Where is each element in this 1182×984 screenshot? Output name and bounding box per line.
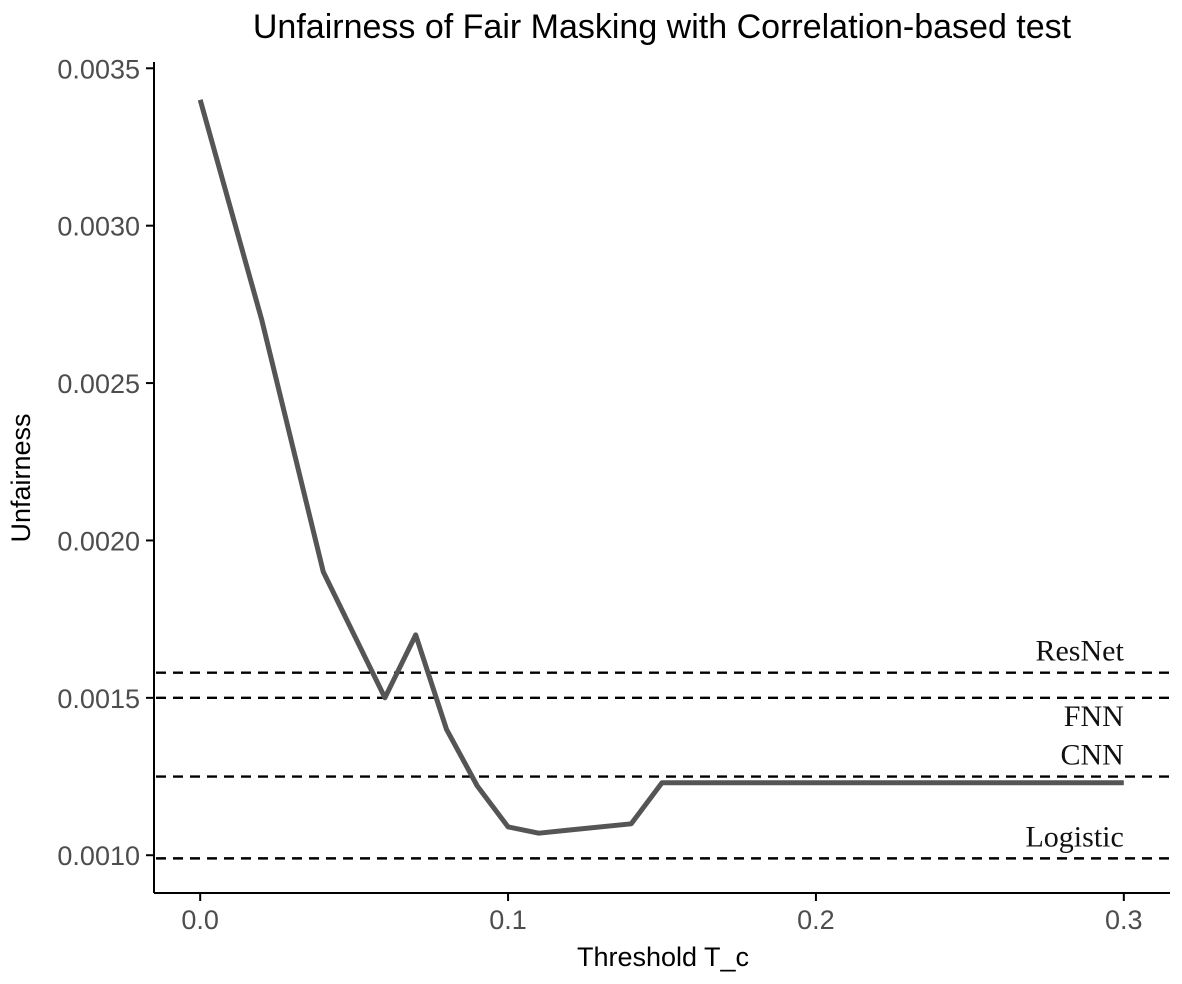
- series-line-0: [197, 99, 1124, 836]
- x-ticks: 0.0 0.1 0.2 0.3: [181, 893, 1143, 935]
- y-tick-label: 0.0020: [57, 526, 140, 556]
- reference-lines: ResNet FNN CNN Logistic: [156, 635, 1170, 860]
- x-tick-label: 0.3: [1105, 905, 1143, 935]
- y-axis-title: Unfairness: [6, 413, 36, 542]
- reference-label-fnn: FNN: [1064, 700, 1124, 733]
- reference-label-cnn: CNN: [1060, 739, 1123, 772]
- reference-label-logistic: Logistic: [1025, 820, 1123, 853]
- y-tick-label: 0.0025: [57, 369, 140, 399]
- y-ticks: 0.0010 0.0015 0.0020 0.0025 0.0030 0.0035: [57, 54, 154, 871]
- x-tick-label: 0.2: [797, 905, 835, 935]
- y-tick-label: 0.0015: [57, 684, 140, 714]
- x-axis-title: Threshold T_c: [577, 942, 749, 972]
- series-layer: [197, 99, 1124, 836]
- y-tick-label: 0.0030: [57, 212, 140, 242]
- x-tick-label: 0.0: [181, 905, 219, 935]
- reference-label-resnet: ResNet: [1035, 635, 1124, 668]
- x-tick-label: 0.1: [489, 905, 527, 935]
- y-tick-label: 0.0010: [57, 841, 140, 871]
- y-tick-label: 0.0035: [57, 54, 140, 84]
- chart-title: Unfairness of Fair Masking with Correlat…: [253, 8, 1072, 46]
